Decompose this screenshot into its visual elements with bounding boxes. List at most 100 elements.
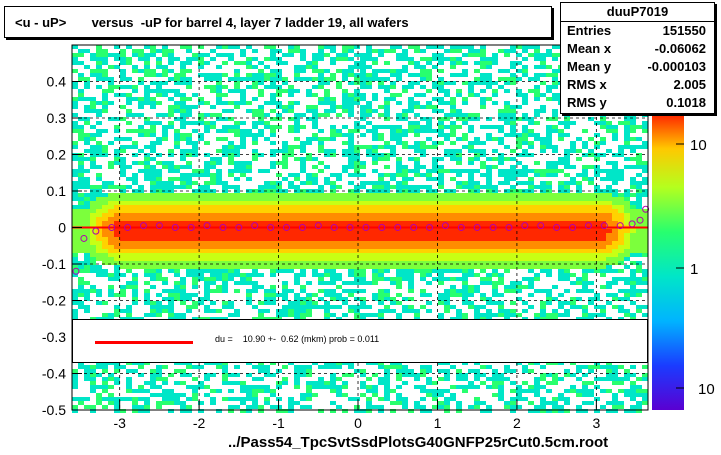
heat-cell: [594, 293, 600, 297]
heat-cell: [126, 61, 132, 65]
heat-cell: [396, 369, 402, 373]
heat-cell: [84, 249, 90, 253]
heat-cell: [522, 381, 528, 385]
heat-cell: [582, 409, 588, 413]
heat-cell: [402, 53, 408, 57]
heat-cell: [534, 201, 540, 205]
heat-cell: [324, 89, 330, 93]
heat-cell: [162, 217, 168, 221]
heat-cell: [120, 221, 126, 225]
heat-cell: [372, 373, 378, 377]
heat-cell: [504, 133, 510, 137]
heat-cell: [306, 397, 312, 401]
heat-cell: [240, 241, 246, 245]
heat-cell: [582, 261, 588, 265]
heat-cell: [162, 377, 168, 381]
heat-cell: [180, 177, 186, 181]
heat-cell: [522, 233, 528, 237]
heat-cell: [312, 85, 318, 89]
heat-cell: [348, 165, 354, 169]
heat-cell: [588, 201, 594, 205]
heat-cell: [318, 249, 324, 253]
heat-cell: [246, 85, 252, 89]
heat-cell: [558, 197, 564, 201]
heat-cell: [462, 373, 468, 377]
heat-cell: [120, 169, 126, 173]
heat-cell: [552, 205, 558, 209]
heat-cell: [444, 405, 450, 409]
heat-cell: [108, 53, 114, 57]
heat-cell: [78, 213, 84, 217]
heat-cell: [522, 65, 528, 69]
heat-cell: [288, 205, 294, 209]
heat-cell: [192, 241, 198, 245]
heat-cell: [102, 269, 108, 273]
heat-cell: [342, 409, 348, 413]
heat-cell: [168, 209, 174, 213]
heat-cell: [252, 197, 258, 201]
heat-cell: [150, 261, 156, 265]
heat-cell: [186, 293, 192, 297]
heat-cell: [324, 137, 330, 141]
heat-cell: [354, 229, 360, 233]
heat-cell: [444, 153, 450, 157]
heat-cell: [360, 409, 366, 413]
heat-cell: [144, 61, 150, 65]
heat-cell: [360, 393, 366, 397]
heat-cell: [282, 241, 288, 245]
heat-cell: [570, 305, 576, 309]
heat-cell: [270, 97, 276, 101]
heat-cell: [534, 89, 540, 93]
heat-cell: [240, 61, 246, 65]
heat-cell: [516, 173, 522, 177]
heat-cell: [486, 169, 492, 173]
heat-cell: [456, 197, 462, 201]
heat-cell: [354, 241, 360, 245]
heat-cell: [330, 57, 336, 61]
heat-cell: [450, 385, 456, 389]
heat-cell: [72, 257, 78, 261]
heat-cell: [504, 237, 510, 241]
heat-cell: [372, 197, 378, 201]
heat-cell: [252, 153, 258, 157]
heat-cell: [156, 249, 162, 253]
heat-cell: [414, 405, 420, 409]
heat-cell: [234, 313, 240, 317]
heat-cell: [168, 161, 174, 165]
heat-cell: [228, 185, 234, 189]
heat-cell: [234, 161, 240, 165]
heat-cell: [414, 65, 420, 69]
heat-cell: [558, 209, 564, 213]
heat-cell: [492, 81, 498, 85]
heat-cell: [144, 45, 150, 49]
heat-cell: [150, 165, 156, 169]
heat-cell: [534, 385, 540, 389]
heat-cell: [594, 185, 600, 189]
heat-cell: [354, 65, 360, 69]
heat-cell: [258, 193, 264, 197]
heat-cell: [546, 165, 552, 169]
heat-cell: [462, 301, 468, 305]
heat-cell: [288, 105, 294, 109]
heat-cell: [438, 81, 444, 85]
heat-cell: [348, 265, 354, 269]
heat-cell: [420, 165, 426, 169]
heat-cell: [174, 293, 180, 297]
heat-cell: [480, 261, 486, 265]
heat-cell: [552, 241, 558, 245]
heat-cell: [504, 201, 510, 205]
heat-cell: [96, 121, 102, 125]
heat-cell: [186, 305, 192, 309]
heat-cell: [318, 261, 324, 265]
heat-cell: [132, 97, 138, 101]
heat-cell: [108, 385, 114, 389]
heat-cell: [108, 273, 114, 277]
heat-cell: [192, 221, 198, 225]
heat-cell: [90, 237, 96, 241]
heat-cell: [342, 213, 348, 217]
heat-cell: [396, 169, 402, 173]
heat-cell: [408, 73, 414, 77]
heat-cell: [120, 249, 126, 253]
heat-cell: [354, 153, 360, 157]
heat-cell: [126, 177, 132, 181]
